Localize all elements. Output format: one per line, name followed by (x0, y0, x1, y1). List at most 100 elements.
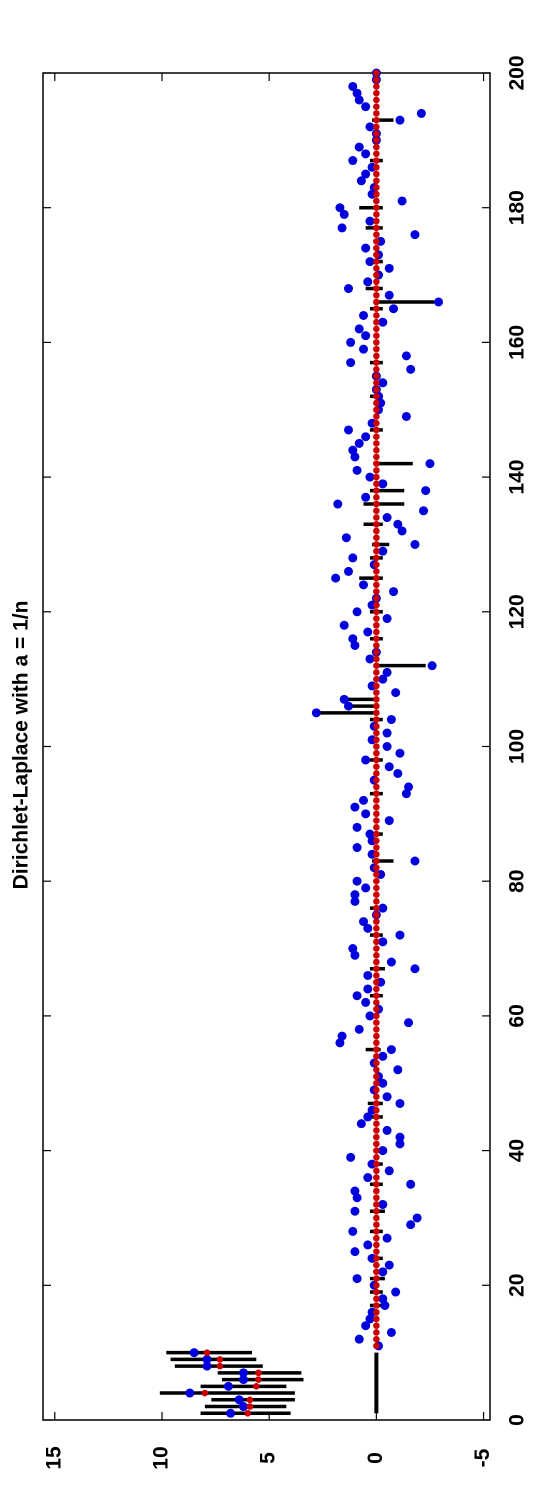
true-point (373, 251, 380, 259)
true-point (373, 1201, 380, 1208)
estimate-point (393, 519, 403, 529)
true-point (373, 170, 380, 178)
estimate-point (378, 546, 388, 556)
y-tick-label: -5 (471, 1448, 494, 1467)
true-point (373, 1167, 380, 1175)
true-point (373, 898, 380, 905)
estimate-point (384, 762, 394, 772)
true-point (373, 103, 380, 110)
estimate-point (382, 614, 392, 624)
true-point (373, 1154, 380, 1161)
true-point (373, 366, 380, 373)
true-point (373, 918, 380, 925)
estimate-point (378, 317, 388, 327)
estimate-point (421, 486, 431, 496)
true-point (373, 945, 380, 952)
true-point (373, 285, 380, 292)
true-point (373, 1127, 380, 1134)
estimate-point (427, 661, 437, 671)
true-point (373, 978, 380, 986)
true-point (373, 426, 380, 434)
true-point (373, 1302, 380, 1309)
true-point (373, 1221, 380, 1228)
estimate-point (384, 1166, 394, 1176)
true-point (373, 1268, 380, 1276)
estimate-point (344, 566, 354, 576)
true-point (373, 1120, 380, 1127)
true-point (373, 541, 380, 548)
estimate-point (361, 809, 371, 819)
true-point (373, 1026, 380, 1033)
true-point (373, 392, 380, 400)
true-point (203, 1349, 211, 1356)
true-point (373, 574, 380, 582)
estimate-point (410, 856, 420, 866)
true-point (373, 1106, 380, 1114)
true-point (373, 1093, 380, 1101)
estimate-point (391, 688, 401, 698)
estimate-point (331, 573, 341, 583)
estimate-point (386, 957, 396, 967)
true-point (373, 1180, 380, 1188)
estimate-point (391, 1287, 401, 1297)
estimate-point (361, 883, 371, 893)
estimate-point (425, 459, 435, 469)
estimate-point (348, 81, 358, 91)
true-point (373, 655, 380, 663)
true-point (373, 1039, 380, 1047)
true-point (373, 399, 380, 407)
true-point (373, 601, 380, 609)
true-point (373, 1248, 380, 1255)
estimate-point (350, 896, 360, 906)
estimate-point (339, 694, 349, 704)
estimate-point (397, 196, 407, 206)
true-point (373, 197, 380, 205)
x-tick-label: 40 (506, 1139, 529, 1162)
true-point (373, 143, 380, 151)
true-point (373, 1295, 380, 1303)
estimate-point (352, 1274, 362, 1284)
true-point (373, 904, 380, 912)
estimate-point (354, 1024, 364, 1034)
true-point (373, 635, 380, 643)
estimate-point (406, 1220, 416, 1230)
estimate-point (185, 1388, 195, 1398)
true-point (373, 520, 380, 528)
estimate-point (378, 674, 388, 684)
estimate-point (395, 115, 405, 125)
true-point (373, 305, 380, 313)
true-point (373, 312, 380, 319)
true-point (373, 339, 380, 346)
true-point (373, 803, 380, 811)
estimate-point (339, 620, 349, 630)
true-point (373, 1315, 380, 1323)
estimate-point (356, 1119, 366, 1129)
true-point (373, 925, 380, 932)
estimate-point (361, 1321, 371, 1331)
estimate-point (395, 1098, 405, 1108)
true-point (373, 123, 380, 131)
true-point (373, 972, 380, 979)
true-point (373, 837, 380, 845)
estimate-point (378, 1051, 388, 1061)
true-point (373, 824, 380, 831)
estimate-point (333, 499, 343, 509)
estimate-point (354, 438, 364, 448)
true-point (373, 487, 380, 494)
estimate-point (335, 203, 345, 213)
true-point (373, 951, 380, 959)
true-point (373, 931, 380, 939)
true-point (373, 1073, 380, 1080)
true-point (373, 709, 380, 717)
estimate-point (346, 1152, 356, 1162)
estimate-point (352, 876, 362, 886)
estimate-point (352, 88, 362, 98)
estimate-point (365, 122, 375, 132)
estimate-point (365, 1011, 375, 1021)
true-point (373, 446, 380, 454)
true-point (373, 157, 380, 164)
estimate-point (223, 1381, 233, 1391)
true-point (373, 648, 380, 656)
estimate-point (419, 506, 429, 516)
estimate-point (344, 425, 354, 435)
